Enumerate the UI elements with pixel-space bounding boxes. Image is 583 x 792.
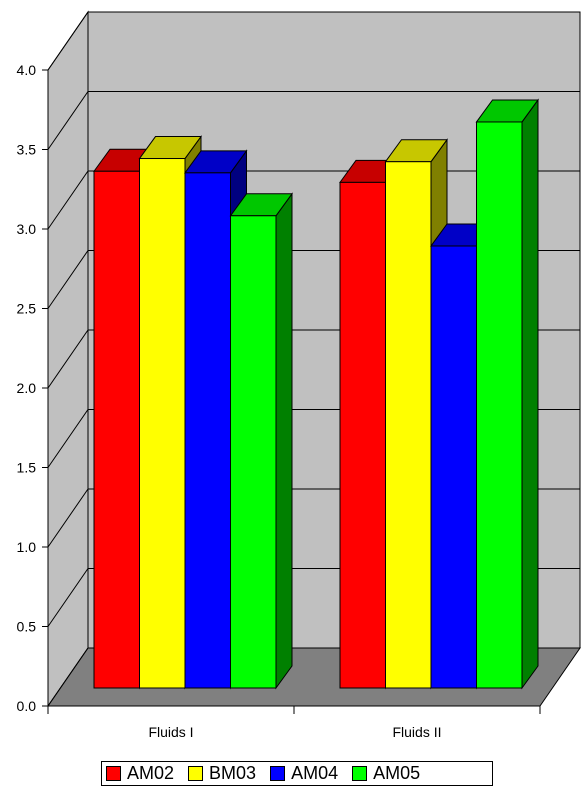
y-tick-label: 1.0 — [17, 539, 37, 555]
x-category-label: Fluids II — [392, 724, 441, 740]
y-tick-label: 0.0 — [17, 698, 37, 714]
bar-front — [476, 121, 523, 689]
x-category-labels: Fluids I Fluids II — [148, 724, 441, 740]
bar-front — [184, 172, 231, 689]
legend-item-bm03: BM03 — [188, 763, 256, 784]
legend-swatch — [188, 766, 204, 781]
gridline — [47, 11, 580, 71]
y-tick-label: 3.0 — [17, 221, 37, 237]
y-tick-label: 4.0 — [17, 62, 37, 78]
gridline — [47, 91, 580, 150]
axes — [42, 69, 541, 714]
bar-front — [139, 158, 186, 689]
legend-swatch — [352, 766, 368, 781]
legend-label: BM03 — [209, 763, 257, 783]
y-tick-label: 1.5 — [17, 460, 37, 476]
legend-item-am02: AM02 — [106, 763, 174, 784]
x-category-label: Fluids I — [148, 724, 193, 740]
bar-chart: 0.00.51.01.52.02.53.03.54.0 Fluids I Flui… — [17, 10, 581, 740]
legend-item-am05: AM05 — [352, 763, 420, 784]
bar-side — [275, 192, 293, 690]
y-tick-label: 2.5 — [17, 301, 37, 317]
legend-item-am04: AM04 — [270, 763, 338, 784]
bar-front — [430, 245, 477, 689]
bar-front — [385, 161, 432, 689]
bars — [93, 98, 539, 690]
bar-side — [521, 98, 539, 690]
bar-front — [93, 170, 140, 689]
legend-label: AM02 — [127, 763, 175, 783]
bar-front — [230, 215, 277, 689]
y-tick-label: 0.5 — [17, 619, 37, 635]
y-tick-labels: 0.0 0.5 1.0 1.5 2.0 2.5 3.0 3.5 4.0 — [17, 62, 37, 714]
legend-swatch — [270, 766, 286, 781]
legend-swatch — [106, 766, 121, 781]
bar-am05-2 — [475, 98, 539, 690]
legend: AM02 BM03 AM04 AM05 — [101, 761, 493, 786]
bar-am05-1 — [229, 192, 293, 690]
y-tick-label: 3.5 — [17, 142, 37, 158]
legend-label: AM04 — [291, 763, 339, 783]
legend-label: AM05 — [373, 763, 421, 783]
y-tick-label: 2.0 — [17, 380, 37, 396]
bar-front — [339, 181, 386, 689]
